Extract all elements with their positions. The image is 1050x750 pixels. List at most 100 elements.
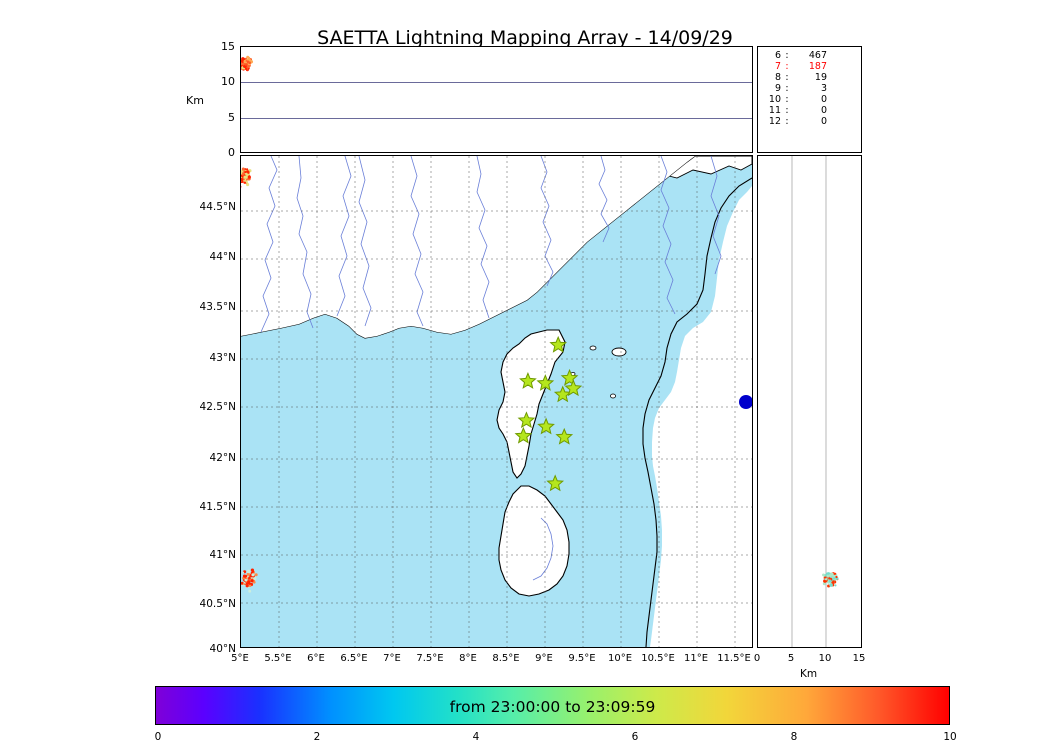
xtick-8.5E: 8.5°E [492, 653, 520, 664]
lightning-source-point [824, 574, 827, 577]
lightning-source-point [832, 580, 835, 583]
elba-island [611, 347, 627, 357]
lightning-source-point [822, 573, 825, 577]
colorbar-caption: from 23:00:00 to 23:09:59 [449, 698, 656, 716]
counts-value: 0 [820, 94, 827, 105]
xtick-6.5E: 6.5°E [340, 653, 368, 664]
lightning-source-point [245, 577, 248, 580]
counts-label: 9 [774, 83, 781, 94]
lightning-source-point [244, 578, 248, 582]
lightning-source-point [246, 60, 249, 63]
lightning-source-point [241, 167, 245, 171]
lightning-source-point [247, 175, 251, 179]
lightning-source-point [253, 581, 256, 584]
counts-row: 8 : 19 [764, 72, 828, 83]
xtick-8E: 8°E [459, 653, 477, 664]
top-ytick-10: 10 [221, 75, 235, 88]
lightning-source-point [822, 582, 826, 586]
xtick-11.5E: 11.5°E [717, 653, 751, 664]
ytick-40N: 40°N [209, 643, 236, 655]
xtick-10.5E: 10.5°E [641, 653, 675, 664]
lightning-source-point [242, 582, 245, 585]
counts-colon: : [785, 105, 789, 116]
ytick-44N: 44°N [209, 251, 236, 263]
counts-colon: : [785, 72, 789, 83]
colorbar-tick-6: 6 [631, 731, 639, 743]
lightning-source-point [243, 175, 247, 179]
lightning-source-point [247, 580, 251, 584]
corsica-island [496, 329, 566, 479]
lightning-source-point [246, 183, 250, 187]
lightning-source-point [241, 59, 245, 63]
lightning-source-point [241, 172, 245, 175]
colorbar-tick-10: 10 [943, 731, 957, 743]
rivers-layer [260, 156, 722, 333]
lightning-source-point [242, 579, 245, 582]
lightning-source-point [253, 577, 256, 580]
station-star-icon [555, 427, 574, 445]
lightning-source-point [242, 571, 245, 574]
station-star-icon [519, 372, 537, 389]
ytick-43.5N: 43.5°N [199, 301, 236, 313]
counts-row: 7 : 187 [764, 61, 828, 72]
counts-row: 12 : 0 [764, 116, 828, 127]
sardinia-river [532, 517, 554, 581]
colorbar-tick-0: 0 [154, 731, 162, 743]
station-star-icon [537, 417, 555, 435]
counts-table: 6 : 467 7 : 187 8 : 19 9 : 3 10 : 0 11 :… [764, 50, 828, 127]
lightning-source-point [823, 579, 827, 583]
map-panel[interactable] [240, 155, 753, 648]
counts-label: 7 [774, 61, 781, 72]
ytick-42.5N: 42.5°N [199, 401, 236, 413]
sardinia-island [498, 485, 570, 597]
ytick-41N: 41°N [209, 549, 236, 561]
counts-value: 0 [820, 105, 827, 116]
lightning-source-point [829, 583, 833, 587]
station-star-icon [553, 385, 572, 403]
lightning-source-point [245, 61, 248, 64]
xtick-6E: 6°E [307, 653, 325, 664]
xtick-9.5E: 9.5°E [568, 653, 596, 664]
lightning-source-point [824, 576, 827, 579]
colorbar[interactable] [155, 686, 950, 725]
station-star-icon [549, 335, 568, 353]
counts-value: 187 [808, 61, 827, 72]
capraia-island [589, 345, 597, 351]
counts-row: 10 : 0 [764, 94, 828, 105]
lightning-source-point [243, 181, 246, 184]
side-panel-scatter [791, 156, 839, 647]
colorbar-tick-8: 8 [790, 731, 798, 743]
blue-dot-marker [739, 395, 752, 409]
station-star-icon [546, 474, 565, 492]
lightning-source-point [242, 173, 244, 176]
ytick-44.5N: 44.5°N [199, 201, 236, 213]
xtick-5E: 5°E [231, 653, 249, 664]
lightning-source-point [244, 171, 247, 174]
side-xtick-10: 10 [818, 653, 832, 664]
xtick-11E: 11°E [683, 653, 709, 664]
lightning-source-point [251, 573, 255, 577]
counts-label: 12 [768, 116, 781, 127]
counts-value: 19 [814, 72, 827, 83]
station-markers [514, 335, 583, 492]
pianosa-island [610, 393, 616, 399]
counts-value: 0 [820, 116, 827, 127]
counts-label: 10 [768, 94, 781, 105]
lightning-source-point [828, 574, 832, 577]
lightning-source-point [832, 574, 835, 577]
station-star-icon [564, 379, 583, 397]
lightning-source-point [245, 584, 249, 588]
lightning-source-point [247, 573, 251, 576]
top-panel-axis-label: Km [186, 94, 204, 107]
lightning-source-point [833, 577, 836, 580]
lightning-sources [241, 167, 258, 593]
counts-row: 11 : 0 [764, 105, 828, 116]
counts-row: 9 : 3 [764, 83, 828, 94]
lightning-source-point [250, 579, 254, 583]
counts-label: 8 [774, 72, 781, 83]
altitude-vs-longitude-panel [240, 46, 753, 153]
lightning-source-point [834, 584, 837, 587]
counts-colon: : [785, 50, 789, 61]
side-xtick-0: 0 [753, 653, 761, 664]
ytick-41.5N: 41.5°N [199, 501, 236, 513]
